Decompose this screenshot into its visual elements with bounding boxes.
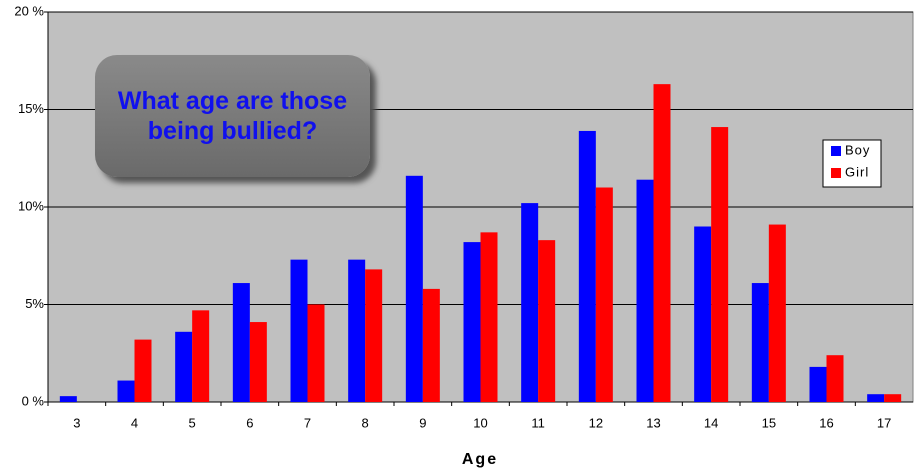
legend-label: Girl [845,164,869,179]
legend-swatch [831,168,841,178]
bar [768,224,786,402]
bar [422,288,440,402]
bar [884,394,902,402]
bar [307,304,325,402]
x-tick-label: 10 [473,415,487,430]
x-tick-label: 14 [704,415,718,430]
annotation-box: What age are those being bullied? [95,55,370,177]
bar [694,226,712,402]
bar [578,130,596,402]
bar [249,322,267,402]
x-tick-label: 15 [762,415,776,430]
bar [175,331,193,402]
x-tick-label: 8 [362,415,369,430]
legend-label: Boy [845,142,870,157]
bar [134,339,152,402]
x-tick-label: 12 [589,415,603,430]
bar [653,84,671,403]
bar [365,269,383,402]
bar [538,240,556,402]
bar [636,179,654,402]
bar [232,283,250,402]
y-tick-label: 15% [18,101,44,116]
x-tick-label: 9 [419,415,426,430]
y-tick-label: 5% [25,296,44,311]
bar [117,380,135,402]
x-tick-label: 6 [246,415,253,430]
bar [711,127,729,403]
x-tick-label: 3 [73,415,80,430]
bar [595,187,613,402]
annotation: What age are those being bullied? [117,87,348,145]
bar [192,310,210,402]
x-axis-label: Age [462,451,498,468]
bar [59,396,77,402]
bar [405,175,423,402]
y-tick-label: 0 % [22,393,45,408]
x-tick-label: 5 [189,415,196,430]
bar [809,366,827,402]
bar [521,203,539,402]
bar [290,259,308,402]
x-tick-label: 11 [531,415,545,430]
y-tick-label: 10% [18,198,44,213]
y-tick-label: 20 % [14,3,44,18]
bar [348,259,366,402]
bar [463,242,481,402]
x-tick-label: 7 [304,415,311,430]
x-tick-label: 17 [877,415,891,430]
x-tick-label: 4 [131,415,138,430]
x-tick-label: 13 [646,415,660,430]
bar [751,283,769,402]
bar [867,394,885,402]
legend-swatch [831,146,841,156]
bar [826,355,844,402]
x-tick-label: 16 [819,415,833,430]
bar [480,232,498,402]
